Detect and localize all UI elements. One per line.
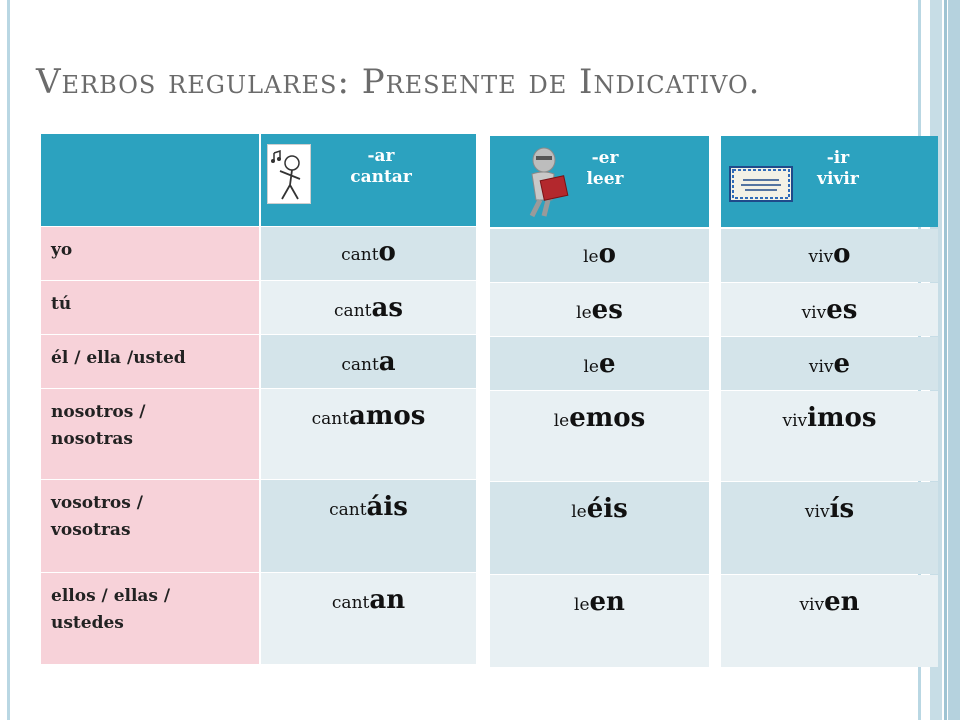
form-vivir-vosotros: vivís: [721, 482, 938, 574]
pronoun-nosotros: nosotros / nosotras: [41, 389, 259, 479]
verb-label-cantar: cantar: [350, 167, 412, 187]
tile-sign-icon: [729, 166, 793, 202]
header-ar: -ar cantar: [261, 134, 476, 226]
form-cantar-tu: cantas: [261, 281, 476, 334]
form-leer-ellos: leen: [490, 575, 709, 667]
form-vivir-yo: vivo: [721, 229, 938, 282]
pronoun-tu: tú: [41, 281, 259, 334]
form-cantar-el: canta: [261, 335, 476, 388]
slide-left-border: [7, 0, 10, 720]
form-leer-nosotros: leemos: [490, 391, 709, 481]
ending-label-ar: -ar: [367, 146, 395, 166]
form-vivir-nosotros: vivimos: [721, 391, 938, 481]
ending-label-er: -er: [591, 148, 619, 168]
verb-label-vivir: vivir: [817, 169, 859, 189]
pronoun-yo: yo: [41, 227, 259, 280]
ending-label-ir: -ir: [826, 148, 850, 168]
form-leer-vosotros: leéis: [490, 482, 709, 574]
form-cantar-ellos: cantan: [261, 573, 476, 664]
form-leer-el: lee: [490, 337, 709, 390]
form-leer-tu: lees: [490, 283, 709, 336]
form-cantar-vosotros: cantáis: [261, 480, 476, 572]
header-empty-cell: [41, 134, 259, 226]
pronoun-vosotros: vosotros / vosotras: [41, 480, 259, 572]
form-leer-yo: leo: [490, 229, 709, 282]
form-vivir-ellos: viven: [721, 575, 938, 667]
slide-title: Verbos regulares: Presente de Indicativo…: [36, 62, 761, 102]
verb-label-leer: leer: [586, 169, 624, 189]
pronoun-el-ella-usted: él / ella /usted: [41, 335, 259, 388]
header-ir: -ir vivir: [721, 136, 938, 227]
reading-figure-icon: [522, 144, 572, 218]
form-vivir-tu: vives: [721, 283, 938, 336]
header-er: -er leer: [490, 136, 709, 227]
form-cantar-nosotros: cantamos: [261, 389, 476, 479]
form-vivir-el: vive: [721, 337, 938, 390]
form-cantar-yo: canto: [261, 227, 476, 280]
singing-stick-figure-icon: [267, 144, 311, 204]
pronoun-ellos: ellos / ellas / ustedes: [41, 573, 259, 664]
